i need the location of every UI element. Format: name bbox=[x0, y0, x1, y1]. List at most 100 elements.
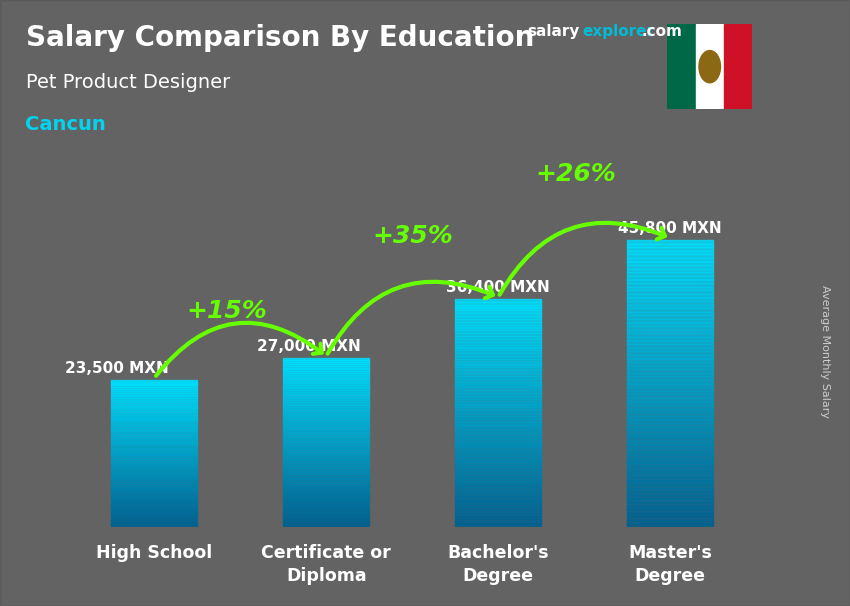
Bar bbox=[627, 244, 713, 247]
Bar bbox=[627, 268, 713, 273]
Bar bbox=[283, 466, 369, 468]
Text: 23,500 MXN: 23,500 MXN bbox=[65, 361, 168, 376]
Bar bbox=[456, 307, 541, 310]
Text: Average Monthly Salary: Average Monthly Salary bbox=[819, 285, 830, 418]
Bar bbox=[456, 336, 541, 339]
Bar bbox=[111, 516, 197, 518]
Bar bbox=[283, 438, 369, 441]
Bar bbox=[283, 474, 369, 476]
Bar bbox=[111, 507, 197, 509]
Bar bbox=[627, 427, 713, 430]
Bar bbox=[111, 393, 197, 395]
Bar bbox=[111, 391, 197, 393]
Bar bbox=[283, 436, 369, 438]
Bar bbox=[111, 426, 197, 428]
Bar bbox=[627, 348, 713, 351]
Bar bbox=[456, 507, 541, 510]
Bar bbox=[627, 337, 713, 341]
Bar bbox=[627, 373, 713, 376]
Bar bbox=[283, 425, 369, 428]
Bar bbox=[627, 477, 713, 481]
Bar bbox=[456, 330, 541, 333]
Bar bbox=[456, 433, 541, 436]
Bar bbox=[283, 495, 369, 498]
Bar bbox=[111, 413, 197, 415]
Bar bbox=[111, 510, 197, 513]
Bar bbox=[283, 521, 369, 523]
Bar bbox=[456, 322, 541, 325]
Bar bbox=[111, 396, 197, 398]
Bar bbox=[724, 24, 752, 109]
Bar bbox=[627, 276, 713, 279]
Bar bbox=[627, 326, 713, 330]
Bar bbox=[456, 350, 541, 353]
Bar bbox=[627, 240, 713, 244]
Bar bbox=[627, 462, 713, 466]
Bar bbox=[627, 365, 713, 369]
Bar bbox=[283, 459, 369, 462]
Bar bbox=[627, 322, 713, 326]
Bar bbox=[111, 514, 197, 516]
Bar bbox=[627, 502, 713, 505]
Bar bbox=[456, 496, 541, 499]
Bar bbox=[283, 417, 369, 419]
Bar bbox=[111, 518, 197, 520]
Bar bbox=[283, 381, 369, 384]
Bar bbox=[111, 478, 197, 479]
Bar bbox=[111, 431, 197, 433]
Bar bbox=[283, 391, 369, 394]
Bar bbox=[111, 488, 197, 490]
Bar bbox=[283, 411, 369, 413]
Bar bbox=[456, 345, 541, 347]
Bar bbox=[111, 439, 197, 441]
Bar bbox=[283, 360, 369, 362]
Bar bbox=[283, 510, 369, 513]
Bar bbox=[283, 424, 369, 425]
Bar bbox=[283, 394, 369, 396]
Bar bbox=[627, 484, 713, 488]
Bar bbox=[627, 391, 713, 395]
Bar bbox=[111, 459, 197, 461]
Bar bbox=[283, 370, 369, 373]
Bar bbox=[456, 427, 541, 430]
Bar bbox=[111, 389, 197, 391]
Bar bbox=[456, 456, 541, 459]
Bar bbox=[456, 410, 541, 413]
Bar bbox=[283, 464, 369, 466]
Bar bbox=[627, 305, 713, 308]
Bar bbox=[456, 305, 541, 308]
Bar bbox=[627, 395, 713, 398]
Bar bbox=[627, 362, 713, 365]
Bar bbox=[456, 467, 541, 470]
Bar bbox=[111, 505, 197, 507]
Bar bbox=[283, 432, 369, 434]
Bar bbox=[111, 387, 197, 389]
Bar bbox=[456, 370, 541, 373]
Bar bbox=[111, 499, 197, 501]
Bar bbox=[283, 508, 369, 510]
Bar bbox=[283, 512, 369, 514]
Bar bbox=[627, 513, 713, 516]
Bar bbox=[111, 503, 197, 505]
Bar bbox=[456, 402, 541, 405]
Bar bbox=[627, 341, 713, 344]
Bar bbox=[111, 524, 197, 525]
Text: +26%: +26% bbox=[536, 162, 616, 186]
Bar bbox=[627, 283, 713, 287]
Bar bbox=[627, 423, 713, 427]
Bar bbox=[283, 434, 369, 436]
Bar bbox=[627, 279, 713, 283]
Bar bbox=[456, 501, 541, 504]
Bar bbox=[627, 438, 713, 441]
Bar bbox=[456, 444, 541, 447]
Bar bbox=[627, 301, 713, 305]
Bar bbox=[456, 342, 541, 345]
Bar bbox=[283, 468, 369, 470]
Bar bbox=[283, 504, 369, 506]
Bar bbox=[456, 384, 541, 387]
Bar bbox=[283, 516, 369, 519]
Bar bbox=[283, 362, 369, 364]
Bar bbox=[456, 339, 541, 342]
Bar bbox=[456, 436, 541, 439]
Bar bbox=[456, 319, 541, 322]
